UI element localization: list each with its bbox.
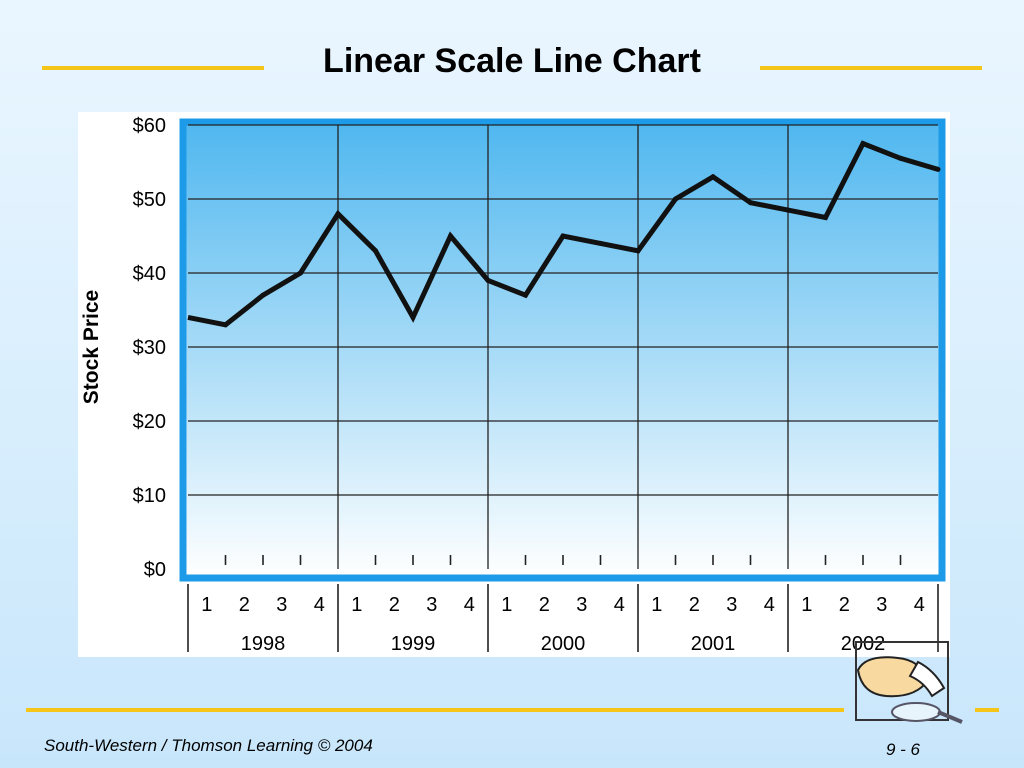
quarter-label: 4 bbox=[614, 594, 625, 616]
stock-price-chart: $0 $10 $20 $30 $40 $50 $60 1 2 3 4 1998 1 2 3 4 1999 1 2 3… bbox=[80, 115, 946, 655]
data-point bbox=[523, 292, 528, 298]
data-point bbox=[860, 141, 866, 146]
y-tick-label: $0 bbox=[144, 559, 166, 581]
clipart-cuff bbox=[908, 660, 946, 698]
slide-title: Linear Scale Line Chart bbox=[323, 42, 701, 80]
y-tick-label: $10 bbox=[133, 485, 166, 507]
quarter-label: 3 bbox=[426, 594, 437, 616]
quarter-label: 2 bbox=[689, 594, 700, 616]
horizontal-gridlines bbox=[188, 124, 938, 496]
data-point bbox=[373, 248, 378, 254]
quarter-label: 1 bbox=[651, 594, 662, 616]
y-axis-label: Stock Price bbox=[80, 290, 103, 404]
magnifier-and-hand-icon bbox=[855, 641, 963, 724]
year-label: 1998 bbox=[241, 633, 286, 655]
title-rule-right bbox=[760, 66, 982, 70]
y-tick-label: $20 bbox=[133, 411, 166, 433]
quarter-label: 3 bbox=[876, 594, 887, 616]
data-point bbox=[823, 215, 828, 220]
quarter-label: 2 bbox=[839, 594, 850, 616]
data-point bbox=[260, 292, 266, 298]
quarter-label: 3 bbox=[276, 594, 287, 616]
year-label: 2000 bbox=[541, 633, 586, 655]
quarter-label: 2 bbox=[539, 594, 550, 616]
y-tick-label: $50 bbox=[133, 189, 166, 211]
year-label: 1999 bbox=[391, 633, 436, 655]
chart-panel: $0 $10 $20 $30 $40 $50 $60 1 2 3 4 1998 1 2 3 4 1999 1 2 3… bbox=[78, 112, 950, 657]
quarter-label: 3 bbox=[576, 594, 587, 616]
data-point bbox=[710, 174, 716, 180]
footer-copyright: South-Western / Thomson Learning © 2004 bbox=[44, 736, 373, 755]
data-point bbox=[598, 240, 603, 246]
title-rule-left bbox=[42, 66, 264, 70]
data-point bbox=[560, 233, 566, 239]
y-axis-tick-labels: $0 $10 $20 $30 $40 $50 $60 bbox=[133, 115, 166, 581]
data-point bbox=[935, 166, 941, 172]
data-point bbox=[673, 196, 678, 202]
y-tick-label: $40 bbox=[133, 263, 166, 285]
data-point bbox=[898, 155, 903, 161]
data-point bbox=[748, 200, 753, 206]
y-tick-label: $60 bbox=[133, 115, 166, 137]
data-point bbox=[410, 314, 416, 320]
quarter-label: 1 bbox=[501, 594, 512, 616]
clipart-magnifier-lens bbox=[891, 702, 941, 722]
quarter-label: 1 bbox=[351, 594, 362, 616]
data-point bbox=[298, 270, 303, 276]
quarter-label: 1 bbox=[801, 594, 812, 616]
footer-rule-left bbox=[26, 708, 844, 712]
quarter-label: 2 bbox=[239, 594, 250, 616]
clipart-magnifier-handle bbox=[937, 710, 963, 724]
data-point bbox=[223, 322, 228, 328]
quarter-label: 1 bbox=[201, 594, 212, 616]
data-point bbox=[785, 207, 791, 213]
quarter-label: 3 bbox=[726, 594, 737, 616]
year-gridlines bbox=[337, 125, 789, 569]
quarter-label: 4 bbox=[914, 594, 925, 616]
year-label: 2001 bbox=[691, 633, 736, 655]
page-number: 9 - 6 bbox=[886, 740, 921, 759]
quarter-label: 4 bbox=[764, 594, 775, 616]
category-axis: 1 2 3 4 1998 1 2 3 4 1999 1 2 3 4 2000 1 2 3 4 2001 1 2 3 4 2002 bbox=[187, 584, 939, 655]
quarter-label: 4 bbox=[464, 594, 475, 616]
data-point bbox=[448, 233, 453, 239]
data-point bbox=[335, 211, 341, 217]
data-point bbox=[485, 277, 491, 283]
quarter-label: 4 bbox=[314, 594, 325, 616]
footer-rule-right bbox=[975, 708, 999, 712]
year-label: 2002 bbox=[841, 633, 886, 655]
quarter-ticks bbox=[224, 555, 902, 565]
y-tick-label: $30 bbox=[133, 337, 166, 359]
plot-area bbox=[179, 118, 946, 582]
data-point bbox=[635, 248, 641, 254]
quarter-label: 2 bbox=[389, 594, 400, 616]
